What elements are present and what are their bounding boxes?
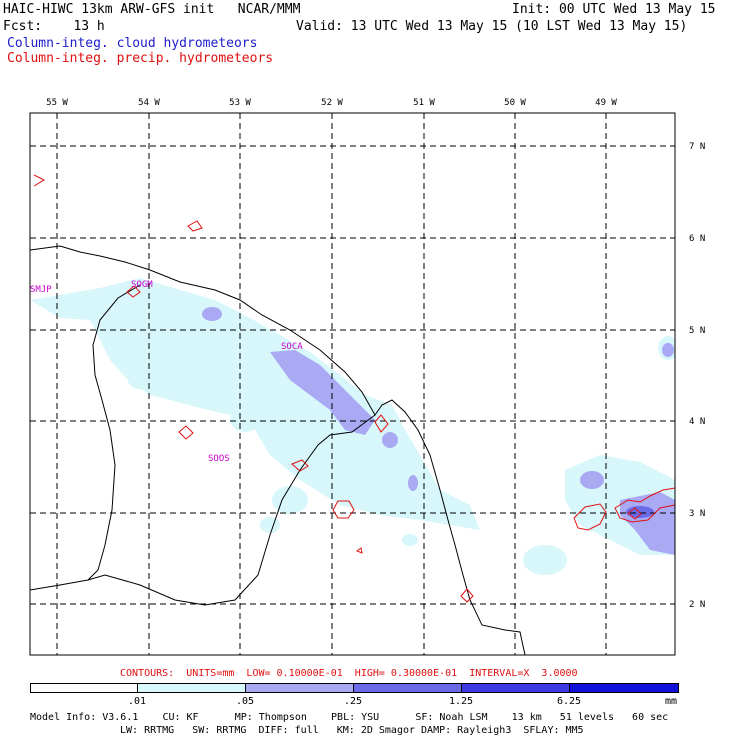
colorbar-label: 1.25 [448,696,474,707]
lon-label: 53 W [229,98,251,108]
cloud-region [260,517,280,533]
contour [187,220,203,232]
cloud-region [30,278,480,530]
map-frame [29,112,676,656]
cloud-hydrometeor-shading [30,278,675,575]
cloud-region [270,350,375,435]
station-label: SOCA [281,342,303,352]
contour [332,500,355,519]
contour [33,174,46,187]
colorbar-label: mm [664,696,678,707]
colorbar-swatch [30,683,138,693]
lat-label: 4 N [689,417,705,427]
border [87,284,141,581]
cloud-region [662,343,674,357]
lat-label: 3 N [689,509,705,519]
cloud-region [382,432,398,448]
colorbar-label: .25 [343,696,363,707]
header-init-time: Init: 00 UTC Wed 13 May 15 [512,2,716,17]
lat-label: 5 N [689,326,705,336]
precip-contours [33,174,675,603]
lat-label: 2 N [689,600,705,610]
border [30,579,89,591]
contour [573,503,607,531]
legend-cloud-hydrometeors: Column-integ. cloud hydrometeors [7,36,258,51]
colorbar-swatch [137,683,246,693]
colorbar-swatch [245,683,354,693]
lon-label: 54 W [138,98,160,108]
lon-label: 50 W [504,98,526,108]
lon-label: 51 W [413,98,435,108]
cloud-region [174,377,206,403]
grid [30,113,675,655]
stations: SMJP SOGM SOCA SOOS [30,280,303,464]
cloud-region [230,408,260,432]
contour [627,507,642,520]
station-label: SOOS [208,454,230,464]
contour-info: CONTOURS: UNITS=mm LOW= 0.10000E-01 HIGH… [120,668,578,679]
lon-label: 55 W [46,98,68,108]
colorbar-swatch [569,683,679,693]
station-label: SMJP [30,285,52,295]
model-info-line2: LW: RRTMG SW: RRTMG DIFF: full KM: 2D Sm… [120,725,584,736]
colorbar-swatch [353,683,462,693]
contour [126,285,141,298]
cloud-region [128,371,152,389]
colorbar-swatch [461,683,570,693]
cloud-region [202,307,222,321]
contour [614,487,675,523]
header-title: HAIC-HIWC 13km ARW-GFS init NCAR/MMM [3,2,301,17]
station-label: SOGM [131,280,153,290]
contour [178,425,194,440]
cloud-region [408,475,418,491]
contour [355,547,363,554]
lat-label: 7 N [689,142,705,152]
cloud-region [523,545,567,575]
header-forecast-hour: Fcst: 13 h [3,19,105,34]
legend-precip-hydrometeors: Column-integ. precip. hydrometeors [7,51,274,66]
border [87,414,376,606]
contour [291,459,309,472]
cloud-region [272,486,308,514]
colorbar-label: 6.25 [556,696,582,707]
lon-label: 49 W [595,98,617,108]
lon-label: 52 W [321,98,343,108]
contour [460,588,474,603]
cloud-region [402,534,418,546]
contour [374,414,389,433]
colorbar-label: .05 [235,696,255,707]
model-info-line1: Model Info: V3.6.1 CU: KF MP: Thompson P… [30,712,669,723]
header-valid-time: Valid: 13 UTC Wed 13 May 15 (10 LST Wed … [296,19,688,34]
cloud-region [580,471,604,489]
colorbar-label: .01 [127,696,147,707]
lat-label: 6 N [689,234,705,244]
